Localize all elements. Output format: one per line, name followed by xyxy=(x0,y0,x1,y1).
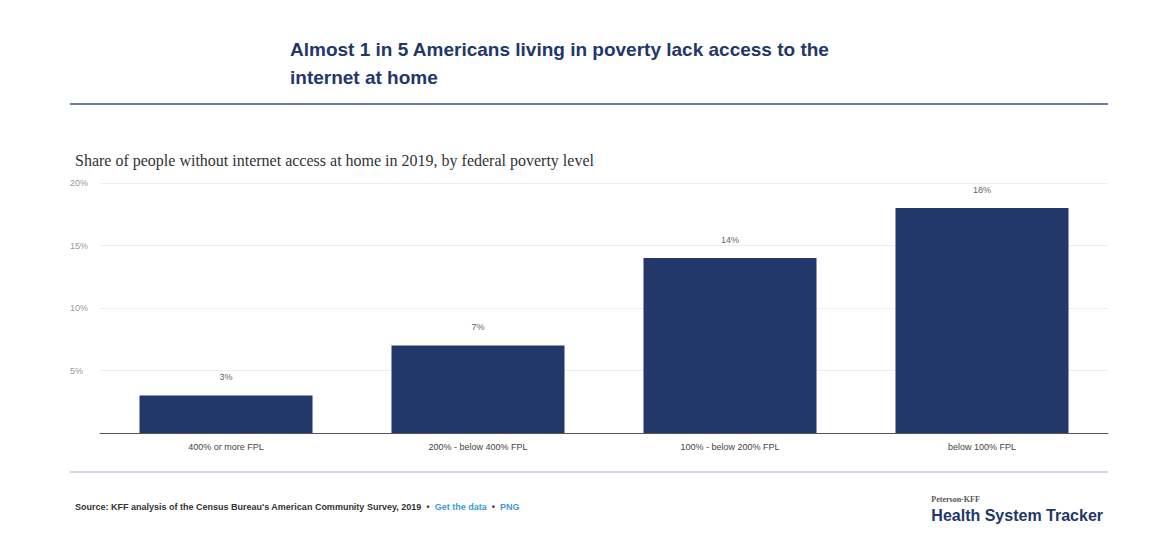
svg-text:Share of people without intern: Share of people without internet access … xyxy=(75,152,594,170)
svg-text:Almost 1 in 5 Americans living: Almost 1 in 5 Americans living in povert… xyxy=(290,39,834,60)
svg-text:Get the data: Get the data xyxy=(435,502,488,512)
svg-text:5%: 5% xyxy=(70,366,83,376)
svg-text:internet at home: internet at home xyxy=(290,67,438,88)
svg-text:3%: 3% xyxy=(219,372,232,382)
svg-text:15%: 15% xyxy=(70,241,88,251)
svg-text:Peterson-KFF: Peterson-KFF xyxy=(931,495,980,504)
svg-text:100% - below 200% FPL: 100% - below 200% FPL xyxy=(680,442,779,452)
svg-text:400% or more FPL: 400% or more FPL xyxy=(188,442,264,452)
svg-text:14%: 14% xyxy=(721,235,739,245)
svg-text:20%: 20% xyxy=(70,178,88,188)
svg-text:PNG: PNG xyxy=(500,502,520,512)
svg-text:below 100% FPL: below 100% FPL xyxy=(948,442,1016,452)
svg-text:200% - below 400% FPL: 200% - below 400% FPL xyxy=(428,442,527,452)
svg-text:18%: 18% xyxy=(973,185,991,195)
svg-text:7%: 7% xyxy=(471,322,484,332)
svg-text:10%: 10% xyxy=(70,303,88,313)
svg-text:Source: KFF analysis of the Ce: Source: KFF analysis of the Census Burea… xyxy=(75,502,421,512)
svg-text:Health System Tracker: Health System Tracker xyxy=(931,507,1103,524)
